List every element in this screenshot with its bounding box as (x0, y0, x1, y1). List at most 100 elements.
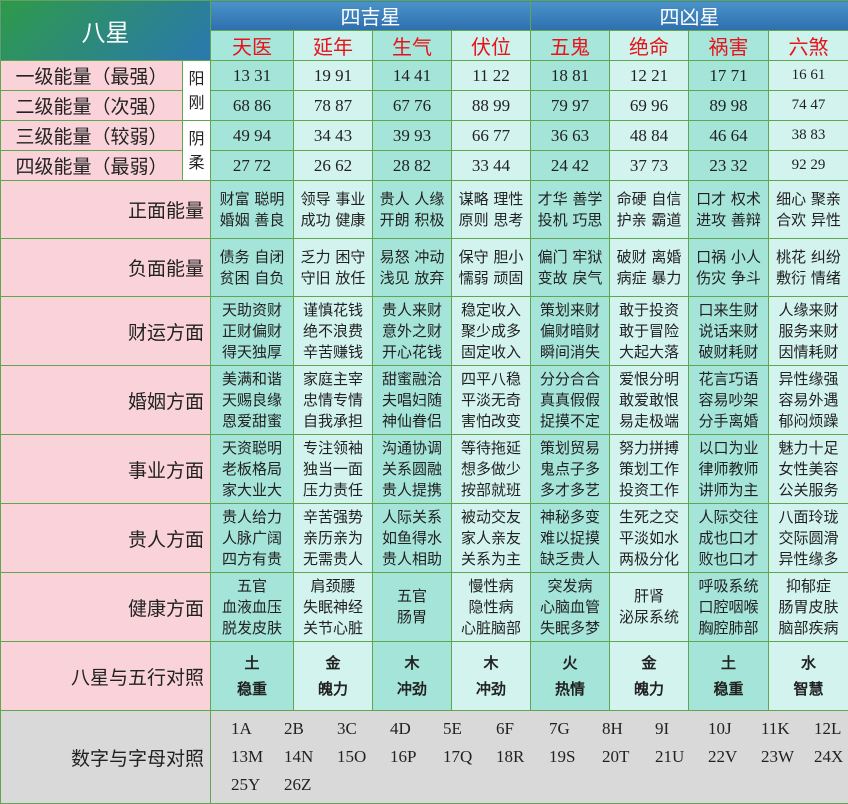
number-letter-item: 15O (337, 744, 390, 770)
trait-cell: 魅力十足 女性美容 公关服务 (769, 435, 848, 504)
trait-cell: 突发病 心脑血管 失眠多梦 (531, 573, 610, 642)
trait-cell: 爱恨分明 敢爱敢恨 易走极端 (610, 366, 689, 435)
trait-cell: 五官 血液血压 脱发皮肤 (211, 573, 294, 642)
number-letter-item: 7G (549, 716, 602, 742)
trait-cell: 甜蜜融洽 夫唱妇随 神仙眷侣 (373, 366, 452, 435)
trait-cell: 策划来财 偏财暗财 瞬间消失 (531, 297, 610, 366)
trait-cell: 肩颈腰 失眠神经 关节心脏 (294, 573, 373, 642)
number-letter-item: 22V (708, 744, 761, 770)
trait-cell: 命硬 自信 护亲 霸道 (610, 181, 689, 239)
energy-number-pair: 11 22 (452, 61, 531, 91)
trait-cell: 抑郁症 肠胃皮肤 脑部疾病 (769, 573, 848, 642)
energy-number-pair: 49 94 (211, 121, 294, 151)
trait-cell: 以口为业 律师教师 讲师为主 (689, 435, 769, 504)
star-group-header: 四吉星 (211, 1, 531, 31)
trait-cell: 保守 胆小 懦弱 顽固 (452, 239, 531, 297)
trait-cell: 贵人给力 人脉广阔 四方有贵 (211, 504, 294, 573)
trait-cell: 生死之交 平淡如水 两极分化 (610, 504, 689, 573)
star-name: 六煞 (769, 31, 848, 61)
number-letter-item: 11K (761, 716, 814, 742)
trait-cell: 等待拖延 想多做少 按部就班 (452, 435, 531, 504)
trait-row: 健康方面五官 血液血压 脱发皮肤肩颈腰 失眠神经 关节心脏五官 肠胃慢性病 隐性… (1, 573, 848, 642)
trait-category-label: 正面能量 (1, 181, 211, 239)
number-letter-item: 2B (284, 716, 337, 742)
number-letter-item: 25Y (231, 772, 284, 798)
wuxing-cell: 金 魄力 (610, 642, 689, 711)
number-letter-item: 19S (549, 744, 602, 770)
energy-number-pair: 67 76 (373, 91, 452, 121)
trait-row: 财运方面天助资财 正财偏财 得天独厚谨慎花钱 绝不浪费 辛苦赚钱贵人来财 意外之… (1, 297, 848, 366)
trait-row: 负面能量债务 自闭 贫困 自负乏力 困守 守旧 放任易怒 冲动 浅见 放弃保守 … (1, 239, 848, 297)
trait-category-label: 负面能量 (1, 239, 211, 297)
trait-cell: 口祸 小人 伤灾 争斗 (689, 239, 769, 297)
energy-number-pair: 74 47 (769, 91, 848, 121)
trait-cell: 人际关系 如鱼得水 贵人相助 (373, 504, 452, 573)
trait-category-label: 财运方面 (1, 297, 211, 366)
energy-number-pair: 12 21 (610, 61, 689, 91)
trait-cell: 财富 聪明 婚姻 善良 (211, 181, 294, 239)
wuxing-cell: 金 魄力 (294, 642, 373, 711)
energy-number-pair: 89 98 (689, 91, 769, 121)
trait-category-label: 健康方面 (1, 573, 211, 642)
star-name: 天医 (211, 31, 294, 61)
trait-cell: 辛苦强势 亲历亲为 无需贵人 (294, 504, 373, 573)
header-group-row: 八星四吉星四凶星 (1, 1, 848, 31)
number-letter-item: 18R (496, 744, 549, 770)
trait-cell: 细心 聚亲 合欢 异性 (769, 181, 848, 239)
trait-cell: 人际交往 成也口才 败也口才 (689, 504, 769, 573)
energy-number-pair: 14 41 (373, 61, 452, 91)
trait-cell: 呼吸系统 口腔咽喉 胸腔肺部 (689, 573, 769, 642)
number-letter-item: 12L (814, 716, 848, 742)
trait-cell: 神秘多变 难以捉摸 缺乏贵人 (531, 504, 610, 573)
trait-row: 贵人方面贵人给力 人脉广阔 四方有贵辛苦强势 亲历亲为 无需贵人人际关系 如鱼得… (1, 504, 848, 573)
number-letter-item: 4D (390, 716, 443, 742)
trait-cell: 专注领袖 独当一面 压力责任 (294, 435, 373, 504)
wuxing-cell: 火 热情 (531, 642, 610, 711)
trait-cell: 桃花 纠纷 敷衍 情绪 (769, 239, 848, 297)
energy-number-pair: 28 82 (373, 151, 452, 181)
number-letter-item: 23W (761, 744, 814, 770)
energy-number-pair: 24 42 (531, 151, 610, 181)
trait-category-label: 事业方面 (1, 435, 211, 504)
number-letter-item: 1A (231, 716, 284, 742)
trait-cell: 努力拼搏 策划工作 投资工作 (610, 435, 689, 504)
yin-yang-label: 阴 柔 (183, 121, 211, 181)
energy-level-label: 一级能量（最强） (1, 61, 183, 91)
energy-number-pair: 39 93 (373, 121, 452, 151)
star-name: 祸害 (689, 31, 769, 61)
number-letter-item: 8H (602, 716, 655, 742)
energy-level-label: 三级能量（较弱） (1, 121, 183, 151)
number-letter-item: 9I (655, 716, 708, 742)
energy-number-pair: 46 64 (689, 121, 769, 151)
trait-cell: 领导 事业 成功 健康 (294, 181, 373, 239)
trait-cell: 谨慎花钱 绝不浪费 辛苦赚钱 (294, 297, 373, 366)
star-name: 绝命 (610, 31, 689, 61)
energy-number-pair: 13 31 (211, 61, 294, 91)
energy-number-pair: 18 81 (531, 61, 610, 91)
energy-number-pair: 17 71 (689, 61, 769, 91)
energy-number-pair: 78 87 (294, 91, 373, 121)
star-group-header: 四凶星 (531, 1, 848, 31)
energy-level-label: 四级能量（最弱） (1, 151, 183, 181)
trait-cell: 口才 权术 进攻 善辩 (689, 181, 769, 239)
energy-number-pair: 27 72 (211, 151, 294, 181)
wuxing-label: 八星与五行对照 (1, 642, 211, 711)
wuxing-row: 八星与五行对照土 稳重金 魄力木 冲劲木 冲劲火 热情金 魄力土 稳重水 智慧 (1, 642, 848, 711)
trait-cell: 美满和谐 天赐良缘 恩爱甜蜜 (211, 366, 294, 435)
trait-cell: 贵人来财 意外之财 开心花钱 (373, 297, 452, 366)
trait-cell: 家庭主宰 忠情专情 自我承担 (294, 366, 373, 435)
energy-number-pair: 66 77 (452, 121, 531, 151)
energy-number-pair: 79 97 (531, 91, 610, 121)
energy-number-pair: 68 86 (211, 91, 294, 121)
trait-cell: 花言巧语 容易吵架 分手离婚 (689, 366, 769, 435)
energy-number-pair: 69 96 (610, 91, 689, 121)
trait-cell: 策划贸易 鬼点子多 多才多艺 (531, 435, 610, 504)
trait-row: 婚姻方面美满和谐 天赐良缘 恩爱甜蜜家庭主宰 忠情专情 自我承担甜蜜融洽 夫唱妇… (1, 366, 848, 435)
yin-yang-label: 阳 刚 (183, 61, 211, 121)
